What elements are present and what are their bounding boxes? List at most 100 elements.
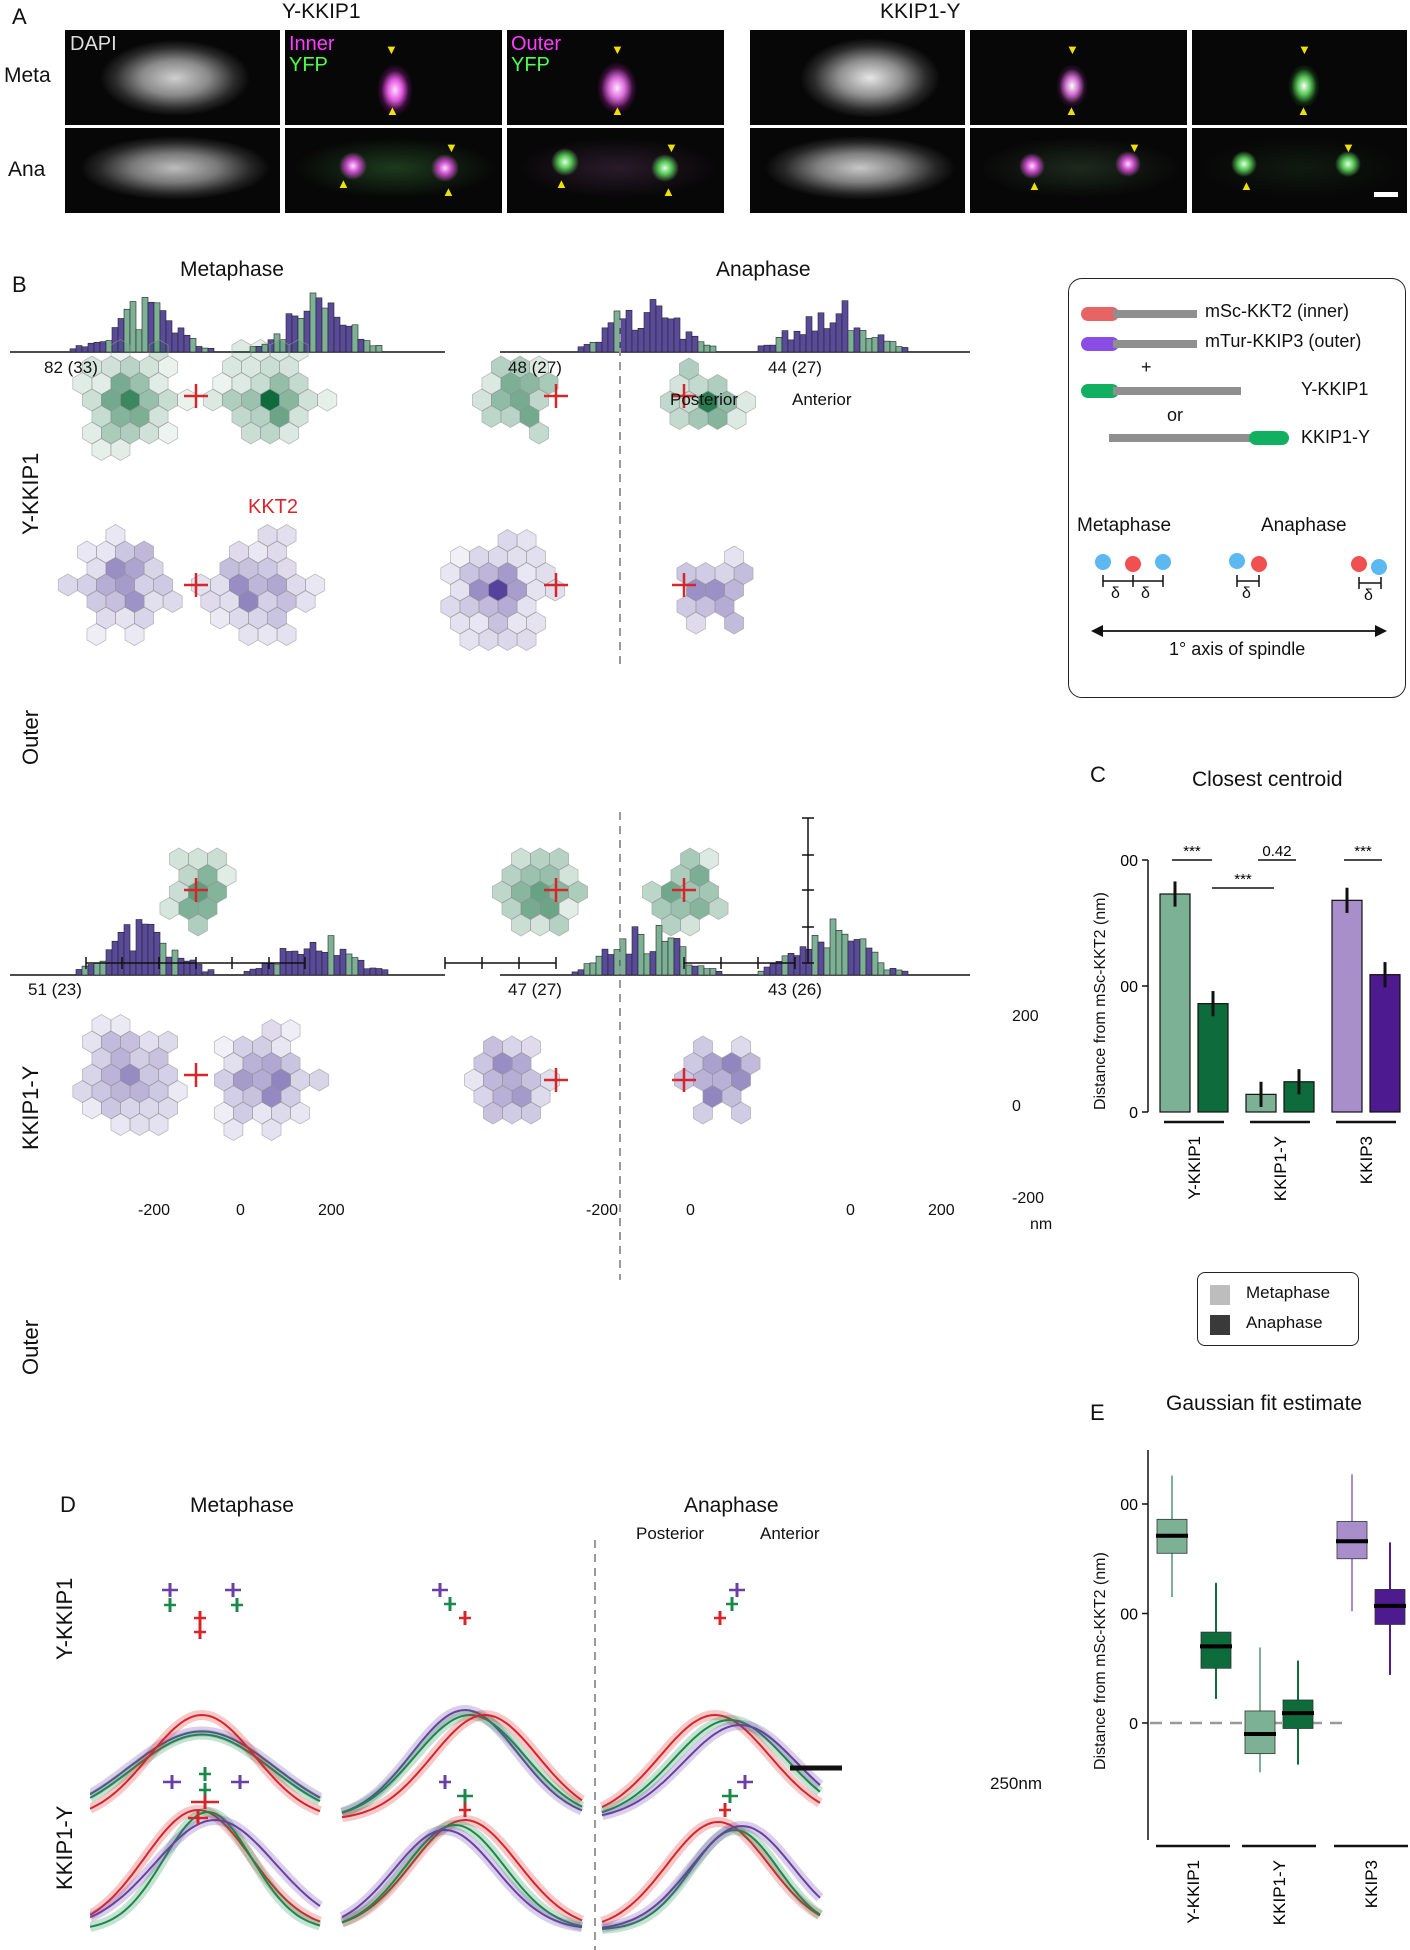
count-ana-2a: 47 (27) xyxy=(508,980,562,999)
kkt2-label: KKT2 xyxy=(248,496,299,518)
arrowhead-icon: ▼ xyxy=(1066,42,1079,57)
histogram-bar xyxy=(159,942,167,976)
count-ana-1b: 44 (27) xyxy=(768,358,822,377)
hexbin-cell xyxy=(731,1101,751,1125)
panel-c-ylabel: Distance from mSc-KKT2 (nm) xyxy=(1092,892,1109,1110)
histogram-bar xyxy=(315,950,323,976)
histogram-bar xyxy=(327,302,335,353)
histogram-bar xyxy=(673,317,681,353)
histogram-bar xyxy=(111,940,119,976)
histogram-bar xyxy=(357,338,365,353)
y-tick-label: 200 xyxy=(1120,1497,1138,1514)
histogram-bar xyxy=(847,330,855,353)
histogram-bar xyxy=(835,313,843,353)
histogram-bar xyxy=(369,345,377,353)
histogram-bar xyxy=(631,926,639,976)
histogram-bar xyxy=(345,953,353,976)
axis-tick: -200 xyxy=(138,1202,171,1219)
profile-inner xyxy=(90,1713,321,1813)
hexbin-cell xyxy=(158,421,178,445)
profile-outer xyxy=(341,1708,583,1814)
histogram-bar xyxy=(345,325,353,353)
histogram-bar xyxy=(829,322,837,353)
histogram-bar xyxy=(607,322,615,353)
histogram-bar xyxy=(583,963,591,976)
histogram-bar xyxy=(871,951,879,976)
arrowhead-icon: ▲ xyxy=(1297,103,1310,118)
panel-e-ylabel: Distance from mSc-KKT2 (nm) xyxy=(1092,1552,1109,1770)
histogram-bar xyxy=(195,964,203,976)
hexbin-cell xyxy=(305,573,326,597)
outer-label: Outer xyxy=(511,33,562,55)
histogram-bar xyxy=(577,346,585,353)
histogram-bar xyxy=(757,970,765,976)
hexbin-cell xyxy=(317,388,338,412)
histogram-bar xyxy=(817,312,825,353)
count-ana-1a: 48 (27) xyxy=(508,358,562,377)
histogram-bar xyxy=(889,341,897,353)
histogram-bar xyxy=(297,954,305,976)
histogram-bar xyxy=(207,969,215,976)
histogram-bar xyxy=(679,946,687,976)
histogram-bar xyxy=(655,924,663,976)
anterior-label: Anterior xyxy=(792,390,852,409)
legend-ykkip1: Y-KKIP1 xyxy=(1301,379,1369,399)
histogram-bar xyxy=(577,969,585,976)
hexbin-cell xyxy=(526,611,546,635)
hexbin-cell xyxy=(57,573,78,597)
y-tick-label: 100 xyxy=(1120,979,1138,996)
b-row-kkip1y-label: KKIP1-Y xyxy=(18,1065,43,1150)
profile-inner xyxy=(90,1808,321,1923)
inner-yfp-meta-image: Inner YFP ▼ ▲ xyxy=(285,30,502,125)
d-col-anaphase: Anaphase xyxy=(684,1494,779,1517)
histogram-bar xyxy=(781,955,789,976)
profile-inner xyxy=(601,1713,821,1808)
histogram-bar xyxy=(853,939,861,976)
hexbin-cell xyxy=(733,562,754,585)
hexbin-cell xyxy=(529,421,549,445)
histogram-bar xyxy=(165,956,173,976)
histogram-bar xyxy=(799,946,807,976)
profile-outer xyxy=(90,1818,321,1919)
significance-label: *** xyxy=(1234,871,1252,888)
histogram-bar xyxy=(625,953,633,976)
histogram-bar xyxy=(141,297,149,353)
histogram-bar xyxy=(775,337,783,353)
histogram-bar xyxy=(375,968,383,976)
cond-anaphase: Anaphase xyxy=(1246,1313,1323,1332)
bar-KKIP3-Metaphase xyxy=(1331,899,1363,1113)
histogram-bar xyxy=(315,297,323,353)
arrowhead-icon: ▼ xyxy=(611,42,624,57)
intensity-profiles xyxy=(90,1540,842,1950)
histogram-bar xyxy=(369,967,377,976)
histogram-bar xyxy=(655,305,663,353)
histogram-bar xyxy=(841,300,849,353)
histogram-bar xyxy=(339,948,347,976)
axis-tick: 0 xyxy=(846,1202,855,1219)
b-row-outer1-label: Outer xyxy=(18,709,43,765)
profile-outer-ci xyxy=(339,1824,583,1933)
histogram-bar xyxy=(769,963,777,976)
arrowhead-icon: ▲ xyxy=(1028,178,1041,193)
histogram-bar xyxy=(835,930,843,976)
arrowhead-icon: ▼ xyxy=(385,42,398,57)
axis-tick: 200 xyxy=(318,1202,345,1219)
hexbin-cell xyxy=(740,1052,761,1075)
legend-anaphase: Anaphase xyxy=(1261,515,1347,536)
yfp-label: YFP xyxy=(289,54,328,76)
panel-a-left-title: Y-KKIP1 xyxy=(282,0,361,23)
bar-KKIP3-Anaphase xyxy=(1369,974,1401,1113)
count-meta-2: 51 (23) xyxy=(28,980,82,999)
outer-yfp-meta-image-2: ▼ ▲ xyxy=(1192,30,1407,125)
profile-outer xyxy=(601,1723,821,1817)
histogram-bar xyxy=(709,345,717,353)
hexbin-cell xyxy=(708,897,729,920)
outer-dot xyxy=(1229,553,1245,569)
dapi-ana-image-2 xyxy=(750,128,965,213)
box-Y-KKIP1-Anaphase xyxy=(1200,1631,1232,1669)
hexbin-cell xyxy=(167,1080,188,1103)
histogram-bar xyxy=(571,971,579,976)
histogram-bar xyxy=(841,933,849,976)
yfp-label: YFP xyxy=(511,54,550,76)
histogram-bar xyxy=(811,330,819,353)
